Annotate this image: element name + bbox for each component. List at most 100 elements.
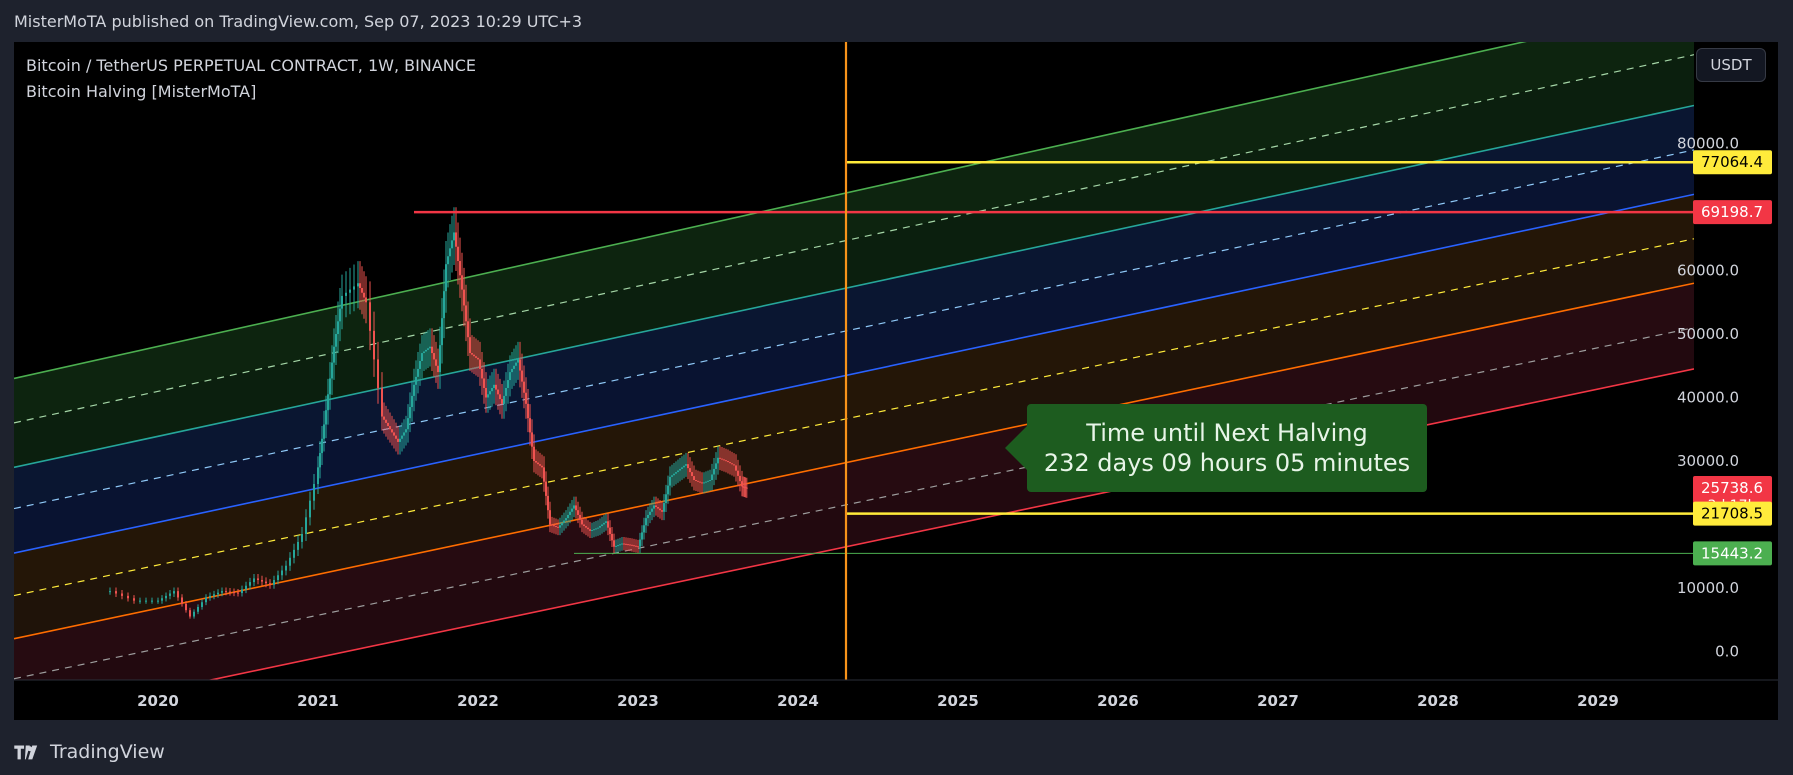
candle-body (377, 359, 379, 388)
candle-body (731, 463, 733, 465)
candle-body (381, 387, 383, 417)
candle-body (665, 494, 667, 504)
candle-body (697, 480, 699, 482)
candle-body (397, 438, 399, 442)
candle-body (707, 480, 709, 482)
candle-body (185, 603, 187, 611)
candle-body (487, 394, 489, 398)
price-tag (1693, 501, 1772, 526)
candle-body (643, 525, 645, 533)
candle-body (409, 407, 411, 419)
candle-body (325, 410, 327, 425)
candle-body (229, 591, 231, 593)
candle-body (659, 508, 661, 511)
candle-body (551, 524, 553, 526)
candle-body (605, 521, 607, 523)
candle-body (599, 526, 601, 528)
candle-body (651, 508, 653, 512)
candle-body (615, 545, 617, 547)
candle-body (451, 240, 453, 249)
candle-body (525, 392, 527, 404)
candle-body (629, 544, 631, 546)
candle-body (423, 351, 425, 354)
candle-body (683, 465, 685, 468)
candle-body (649, 511, 651, 515)
candle-body (297, 541, 299, 550)
candle-body (209, 595, 211, 598)
candle-body (337, 321, 339, 335)
candle-body (493, 384, 495, 388)
candle-body (477, 357, 479, 360)
candle-body (569, 511, 571, 515)
candle-body (631, 544, 633, 546)
candle-body (411, 395, 413, 408)
candle-body (737, 470, 739, 476)
candle-body (699, 481, 701, 483)
price-chart[interactable]: 0.0 10000.0 30000.0 40000.0 50000.0 60000.0 80… (14, 42, 1778, 720)
symbol-title[interactable]: Bitcoin / TetherUS PERPETUAL CONTRACT, 1… (26, 56, 476, 75)
candle-body (561, 522, 563, 526)
candle-body (689, 468, 691, 473)
candle-body (405, 429, 407, 433)
candle-body (597, 527, 599, 529)
candle-body (305, 517, 307, 534)
candle-body (527, 403, 529, 419)
channel-band (14, 105, 1694, 509)
candle-body (593, 529, 595, 531)
candle-body (173, 591, 175, 594)
candle-body (613, 540, 615, 547)
candle-body (161, 598, 163, 601)
price-tag (1693, 200, 1772, 225)
channel-line-green-top (14, 42, 1527, 380)
candle-body (509, 372, 511, 381)
candle-body (357, 283, 359, 287)
candle-body (469, 337, 471, 354)
publish-info: MisterMoTA published on TradingView.com,… (14, 12, 583, 31)
candle-body (539, 464, 541, 466)
channel-band (14, 283, 1694, 679)
footer-brand-name: TradingView (50, 741, 165, 763)
candle-body (603, 522, 605, 525)
candle-body (393, 432, 395, 436)
candle-body (225, 591, 227, 593)
candle-body (549, 510, 551, 525)
candle-body (543, 467, 545, 482)
channel-line-orange (14, 282, 1694, 640)
candle-body (535, 460, 537, 463)
candle-body (473, 354, 475, 357)
candle-body (481, 368, 483, 379)
candle-body (711, 474, 713, 481)
candle-body (585, 526, 587, 528)
callout-line-2: 232 days 09 hours 05 minutes (1043, 449, 1411, 477)
candles (109, 207, 748, 619)
footer-branding[interactable]: TradingView (14, 740, 165, 764)
candle-body (257, 578, 259, 581)
candle-body (623, 543, 625, 545)
candle-body (385, 419, 387, 423)
candle-body (127, 595, 129, 599)
candle-body (495, 384, 497, 390)
indicator-title[interactable]: Bitcoin Halving [MisterMoTA] (26, 82, 257, 101)
candle-body (181, 597, 183, 604)
x-tick-label: 2024 (777, 692, 819, 710)
candle-body (705, 481, 707, 483)
x-tick-label: 2029 (1577, 692, 1619, 710)
candle-body (673, 473, 675, 476)
candle-body (445, 264, 447, 292)
candle-body (655, 505, 657, 508)
candle-body (109, 591, 111, 593)
candle-body (413, 384, 415, 396)
candle-body (729, 462, 731, 464)
currency-button[interactable]: USDT (1696, 48, 1766, 82)
candle-body (463, 289, 465, 306)
candle-body (241, 589, 243, 594)
candle-body (177, 591, 179, 598)
candle-body (537, 462, 539, 465)
chart-frame[interactable]: 0.0 10000.0 30000.0 40000.0 50000.0 60000.0 80… (14, 42, 1778, 720)
candle-body (261, 580, 263, 582)
candle-body (653, 505, 655, 509)
candle-body (415, 376, 417, 385)
candle-body (677, 470, 679, 473)
candle-body (165, 595, 167, 599)
candle-body (309, 500, 311, 518)
